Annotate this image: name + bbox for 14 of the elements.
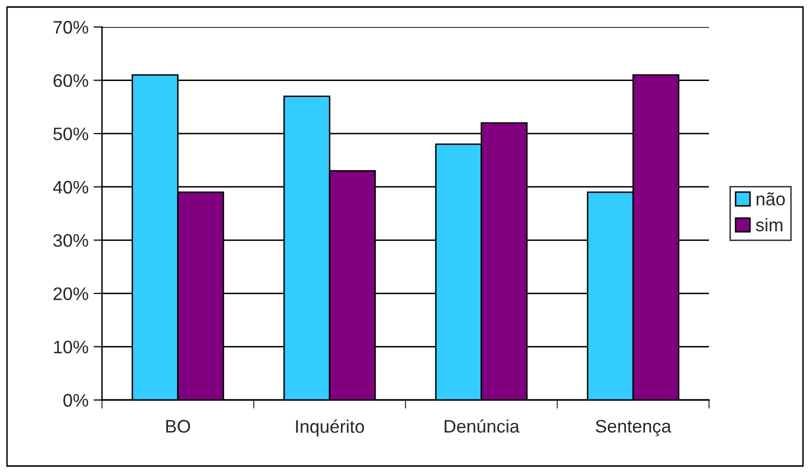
x-tick-label: Sentença xyxy=(596,420,672,436)
x-tick-label: Denúncia xyxy=(444,419,520,433)
x-tick-label: Inquérito xyxy=(296,419,364,436)
y-tick-label: 30% xyxy=(53,234,88,247)
legend-label: não xyxy=(756,192,785,206)
y-tick-label: 20% xyxy=(54,287,88,300)
x-tick-label: BO xyxy=(166,420,190,433)
y-tick-label: 10% xyxy=(54,340,88,354)
y-tick-label: 40% xyxy=(53,180,88,194)
y-tick-label: 70% xyxy=(54,20,88,34)
y-tick-label: 0% xyxy=(63,394,88,407)
legend-label: sim xyxy=(756,218,782,232)
y-tick-label: 50% xyxy=(53,128,88,140)
y-tick-label: 60% xyxy=(54,74,88,88)
